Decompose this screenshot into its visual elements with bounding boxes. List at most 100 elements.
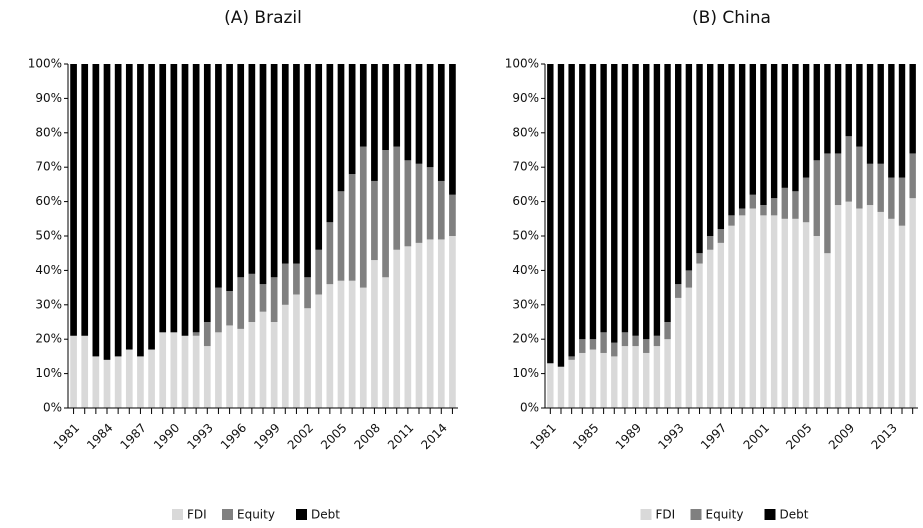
bar-segment [192,335,200,408]
bar-segment [824,64,831,154]
y-tick-label: 90% [35,91,62,105]
bar-segment [600,64,607,333]
bar-segment [371,260,378,408]
bar-segment [192,332,200,336]
bar-segment [738,64,746,209]
bar-segment [802,222,810,408]
bar-segment [696,263,703,408]
x-tick-label: 2005 [318,421,349,452]
legend-swatch [690,509,702,520]
bar-segment [845,201,852,408]
bar-segment [404,64,412,161]
bar-segment [114,64,122,357]
bar-segment [170,64,178,333]
bar-segment [824,253,831,408]
legend-label: FDI [187,508,207,522]
bar-segment [449,64,456,195]
bar-segment [728,215,735,226]
legend-label: Equity [706,508,744,522]
y-tick-label: 40% [35,263,62,277]
bar-segment [449,194,456,236]
bar-segment [685,64,693,271]
bar-segment [696,64,703,254]
bar-segment [706,64,714,236]
bar-segment [426,239,434,408]
bar-segment [600,332,607,353]
bar-segment [685,287,693,408]
bar-segment [70,335,77,408]
bar-segment [393,146,401,250]
bar-segment [877,163,884,212]
legend-label: Debt [780,508,809,522]
bar-segment [203,64,211,322]
bar-segment [248,273,256,322]
bar-segment [643,64,650,340]
bar-segment [348,64,356,175]
x-tick-label: 1996 [218,421,249,452]
bar-segment [92,64,100,357]
bar-segment [706,249,714,408]
bar-segment [226,325,233,408]
bar-segment [337,191,345,281]
bar-segment [148,349,155,408]
x-tick-label: 2011 [385,421,416,452]
bar-segment [415,242,423,408]
bar-segment [706,236,714,250]
bar-segment [888,177,895,219]
bar-segment [348,174,356,281]
y-tick-label: 100% [28,57,62,71]
bar-segment [781,64,788,188]
legend-label: Equity [237,508,275,522]
bar-segment [717,242,725,408]
bar-segment [685,270,693,288]
y-tick-label: 50% [35,229,62,243]
bar-segment [226,291,233,326]
bar-segment [437,64,445,181]
bar-segment [589,64,597,340]
y-tick-label: 70% [35,160,62,174]
bar-segment [248,322,256,408]
bar-segment [125,349,133,408]
x-tick-label: 1987 [118,421,149,452]
bar-segment [866,163,874,206]
bar-segment [898,64,906,178]
bar-segment [877,211,884,408]
bar-segment [281,64,289,264]
y-tick-label: 30% [512,297,539,311]
bar-segment [834,64,842,154]
bar-segment [621,332,629,347]
bar-segment [888,218,895,408]
x-tick-label: 1993 [655,421,686,452]
bar-segment [568,359,575,408]
bar-segment [103,359,111,408]
bar-segment [382,64,389,150]
bar-segment [621,346,629,408]
bar-segment [760,205,767,216]
legend-swatch [172,509,183,520]
bar-segment [611,356,618,408]
bar-segment [371,180,378,261]
bar-segment [664,322,671,340]
legend-swatch [296,509,307,520]
bar-segment [738,215,746,408]
y-tick-label: 100% [505,57,539,71]
bar-segment [717,64,725,230]
bar-segment [103,64,111,360]
bar-segment [281,263,289,305]
bar-segment [728,64,735,216]
y-tick-label: 80% [512,125,539,139]
bar-segment [181,335,189,408]
bar-segment [568,356,575,360]
x-tick-label: 1981 [527,421,558,452]
bar-segment [664,339,671,408]
bar-segment [125,64,133,350]
bar-segment [643,352,650,408]
bar-segment [304,277,311,309]
bar-segment [393,249,401,408]
x-tick-label: 1985 [570,421,601,452]
bar-segment [92,356,100,408]
bar-segment [270,64,278,278]
bar-segment [304,64,311,278]
bar-segment [760,215,767,408]
bar-segment [547,64,554,364]
